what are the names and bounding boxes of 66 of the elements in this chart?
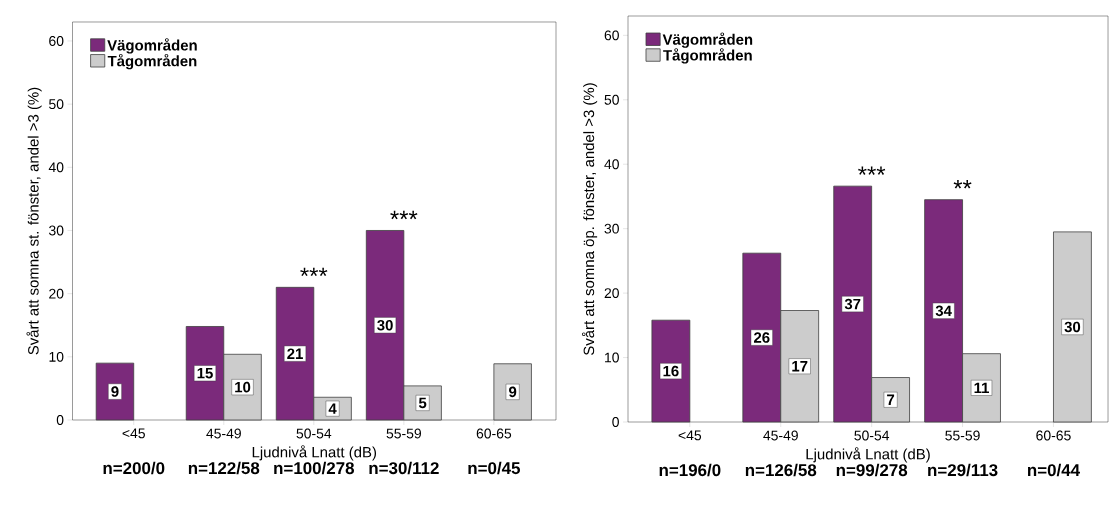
text: n=29/113 [928,463,998,477]
legend-label: Tågområden [107,53,197,70]
legend-label: Vägområden [662,32,753,48]
data-label: 17 [792,361,808,372]
y-axis-title: Svårt att somna öp. fönster, andel >3 (%) [581,83,598,356]
annotation: *** [858,166,886,175]
y-tick-label: 20 [604,288,619,299]
legend-label: Vägområden [107,38,197,54]
text: n=99/278 [836,463,908,477]
data-label: 15 [197,368,213,379]
legend-label: Tågområden [663,48,752,64]
data-label: 11 [974,382,989,393]
y-tick-label: 40 [48,162,64,173]
bar [493,363,532,421]
y-tick-label: 30 [49,225,64,236]
text: n=100/278 [274,461,355,475]
y-tick-label: 40 [604,159,619,170]
x-axis-title: Ljudnivå Lnatt (dB) [252,445,377,461]
x-tick-label: 45-49 [206,428,241,439]
bar [651,319,691,423]
data-label: 30 [377,319,393,331]
data-label: 37 [844,298,861,310]
x-tick-label: 50-54 [296,428,332,439]
text: n=0/45 [468,461,521,475]
annotation: ** [953,180,972,189]
text: n=122/58 [188,461,260,475]
x-tick-label: 50-54 [854,430,890,441]
y-axis-title: Svårt att somna st. fönster, andel >3 (%) [26,87,42,355]
data-label: 5 [418,397,427,409]
data-label: 30 [1064,321,1081,333]
y-tick-label: 0 [612,417,619,427]
x-tick-label: 45-49 [763,430,798,441]
data-label: 10 [235,381,251,393]
y-tick-label: 50 [49,99,64,110]
x-tick-label: <45 [678,430,702,441]
x-tick-label: 60-65 [476,428,512,439]
text: n=30/112 [369,461,439,475]
x-tick-label: 55-59 [386,428,422,439]
x-tick-label: 55-59 [945,430,980,441]
data-label: 26 [753,332,770,343]
y-tick-label: 60 [49,36,64,46]
data-label: 4 [328,403,337,414]
annotation: *** [300,267,328,277]
y-tick-label: 30 [604,223,619,234]
y-tick-label: 0 [56,415,64,425]
bar [95,362,135,421]
y-tick-label: 20 [49,288,64,299]
bar [1053,231,1092,423]
data-label: 21 [287,348,303,359]
text: n=126/58 [745,463,817,477]
data-label: 7 [887,394,895,405]
data-label: 34 [935,305,952,317]
text: n=200/0 [103,461,165,475]
x-axis-title: Ljudnivå Lnatt (dB) [806,447,930,463]
data-label: 9 [111,386,119,397]
y-tick-label: 60 [604,30,619,41]
text: n=0/44 [1027,463,1080,477]
y-tick-label: 10 [605,352,619,363]
x-tick-label: 60-65 [1036,430,1071,441]
x-tick-label: <45 [122,428,145,439]
data-label: 9 [509,386,517,398]
y-tick-label: 50 [604,94,619,105]
y-tick-label: 10 [49,351,64,362]
text: n=196/0 [659,463,721,477]
annotation: *** [390,210,418,220]
data-label: 16 [663,365,679,377]
